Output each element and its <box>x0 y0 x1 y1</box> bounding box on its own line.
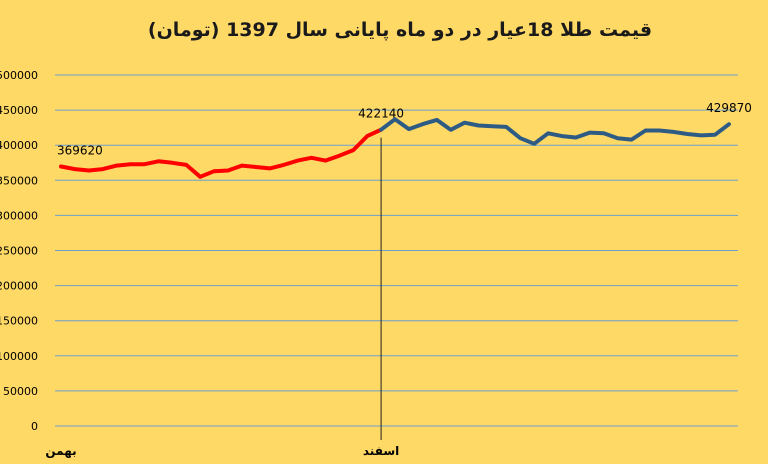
data-label-layer: 369620 422140 429870 <box>57 101 752 157</box>
y-tick-label: 100000 <box>0 350 38 363</box>
series-line-1 <box>59 127 384 179</box>
y-tick-label: 300000 <box>0 209 38 222</box>
y-tick-label: 350000 <box>0 174 38 187</box>
y-axis: 0 50000 100000 150000 200000 250000 300000 3500… <box>0 69 38 433</box>
y-tick-label: 200000 <box>0 280 38 293</box>
y-tick-label: 50000 <box>3 385 38 398</box>
x-tick-label: بهمن <box>45 444 76 458</box>
y-tick-label: 150000 <box>0 315 38 328</box>
x-axis: بهمن اسفند <box>45 444 399 458</box>
series-line-2 <box>379 117 731 146</box>
data-label: 429870 <box>706 101 752 115</box>
y-tick-label: 0 <box>31 420 38 433</box>
y-tick-label: 450000 <box>0 104 38 117</box>
series-layer <box>59 117 731 179</box>
y-tick-label: 400000 <box>0 139 38 152</box>
y-tick-label: 250000 <box>0 245 38 258</box>
chart-title: قیمت طلا 18عیار در دو ماه پایانی سال 139… <box>148 19 652 41</box>
data-label: 422140 <box>358 107 404 121</box>
grid-layer <box>55 74 738 427</box>
y-tick-label: 500000 <box>0 69 38 82</box>
x-tick-label: اسفند <box>363 444 399 458</box>
data-label: 369620 <box>57 144 103 158</box>
